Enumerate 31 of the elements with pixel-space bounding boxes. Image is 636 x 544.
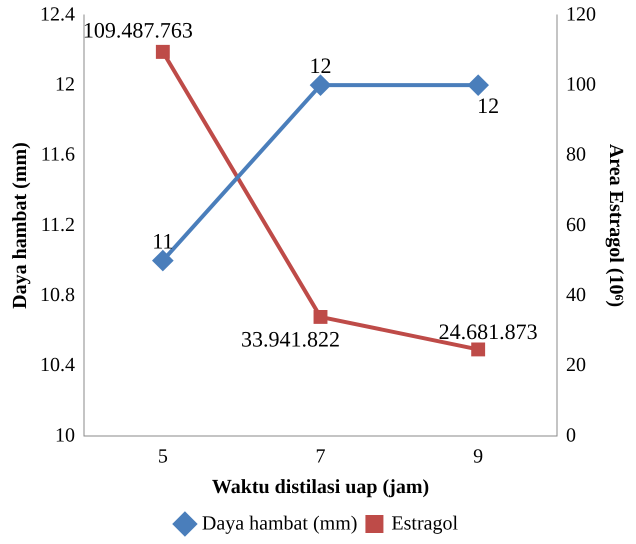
annotation: 24.681.873 — [438, 319, 538, 344]
y-tick-label: 11.2 — [40, 214, 75, 236]
x-tick-label: 5 — [158, 445, 168, 468]
point — [156, 44, 170, 59]
data-label: 12 — [310, 52, 332, 78]
data-label: 11 — [152, 228, 174, 254]
y-tick-label: 12.4 — [40, 3, 75, 26]
x-axis-title: Waktu distilasi uap (jam) — [212, 476, 430, 498]
y-axis-title: Daya hambat (mm) — [9, 142, 32, 309]
y2-tick-label: 100 — [566, 73, 596, 96]
y2-tick-label: 0 — [566, 424, 576, 446]
y-tick-label: 10 — [55, 424, 75, 446]
y2-axis-title: Area Estragol (10⁶) — [604, 144, 627, 308]
legend-label: Estragol — [391, 512, 459, 534]
y-tick-label: 10.4 — [40, 354, 75, 376]
y-tick-label: 11.6 — [40, 144, 75, 166]
legend-label: Daya hambat (mm) — [202, 512, 358, 534]
y-tick-label: 10.8 — [40, 284, 75, 306]
y2-tick-label: 120 — [566, 3, 596, 26]
point — [471, 342, 486, 356]
y2-tick-label: 80 — [566, 144, 586, 166]
y-tick-label: 12 — [55, 73, 75, 96]
point — [314, 310, 328, 324]
annotation: 109.487.763 — [82, 18, 193, 43]
y2-tick-label: 20 — [566, 354, 586, 376]
annotation: 33.941.822 — [241, 326, 340, 352]
data-label: 12 — [477, 92, 500, 118]
x-tick-label: 9 — [473, 445, 484, 468]
x-tick-label: 7 — [316, 445, 326, 468]
y2-tick-label: 60 — [566, 214, 586, 236]
y2-tick-label: 40 — [566, 284, 586, 306]
